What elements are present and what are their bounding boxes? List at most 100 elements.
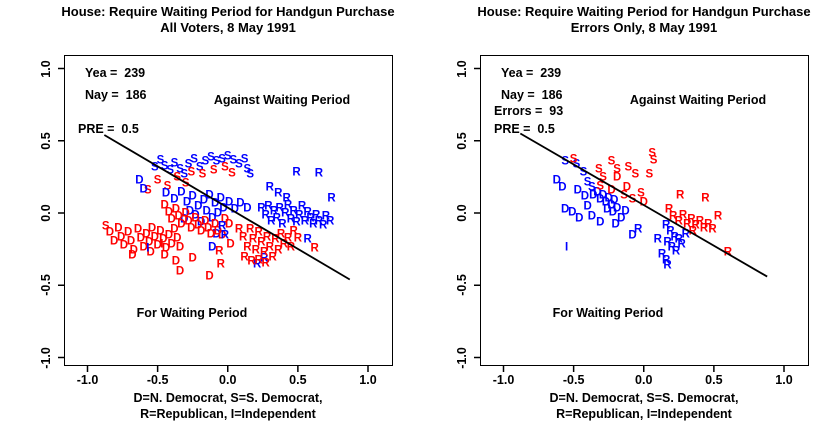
data-point-glyph: R (677, 238, 686, 251)
data-point-glyph: S (209, 164, 218, 177)
against-waiting-period-label: Against Waiting Period (213, 93, 351, 107)
for-waiting-period-label: For Waiting Period (552, 306, 664, 320)
data-point-glyph: S (246, 168, 255, 181)
data-point-glyph: D (236, 197, 245, 210)
y-tick-label: -0.5 (455, 274, 469, 297)
data-point-glyph: R (701, 191, 710, 204)
pre-stat-label: PRE = 0.5 (78, 122, 139, 136)
data-point-glyph: D (188, 252, 197, 265)
y-tick-label: 1.0 (39, 59, 53, 78)
data-point-glyph: S (628, 193, 637, 206)
against-waiting-period-label: Against Waiting Period (629, 93, 767, 107)
data-point-glyph: D (139, 183, 148, 196)
data-point-glyph: R (265, 181, 274, 194)
data-point-glyph: S (198, 168, 207, 181)
x-tick-label: 0.0 (635, 373, 653, 387)
x-tick-label: 0.5 (289, 373, 307, 387)
data-point-glyph: D (587, 210, 596, 223)
y-tick-label: 0.5 (455, 132, 469, 150)
panel-title-line1: House: Require Waiting Period for Handgu… (61, 4, 395, 19)
panel-title-line1: House: Require Waiting Period for Handgu… (477, 4, 811, 19)
data-point-glyph: R (293, 232, 303, 245)
data-point-glyph: D (639, 196, 648, 209)
data-point-glyph: D (617, 212, 626, 225)
x-axis-title-line1: D=N. Democrat, S=S. Democrat, (133, 391, 323, 405)
left-panel-all-voters: House: Require Waiting Period for Handgu… (39, 4, 395, 421)
y-tick-label: 1.0 (455, 59, 469, 78)
yea-count-label: Yea = 239 (85, 66, 146, 80)
data-point-glyph: D (205, 269, 214, 282)
pre-stat-label: PRE = 0.5 (494, 122, 555, 136)
nay-count-label: Nay = 186 (85, 88, 147, 102)
data-point-glyph: D (175, 240, 185, 253)
data-point-glyph: R (292, 165, 301, 178)
for-waiting-period-label: For Waiting Period (136, 306, 248, 320)
data-point-glyph: D (612, 171, 622, 184)
data-point-glyph: S (101, 220, 110, 233)
data-point-glyph: R (282, 191, 291, 204)
data-point-glyph: D (622, 181, 632, 194)
x-tick-label: -0.5 (146, 373, 169, 387)
data-point-glyph: R (713, 210, 723, 223)
data-point-glyph: R (688, 225, 697, 238)
data-point-glyph: D (607, 184, 616, 197)
panel-title-line2: Errors Only, 8 May 1991 (570, 20, 718, 35)
data-point-glyph: R (220, 229, 230, 242)
data-point-glyph: R (676, 188, 685, 201)
data-point-glyph: D (128, 249, 137, 262)
data-point-glyph: R (633, 223, 643, 236)
data-point-glyph: R (325, 214, 335, 227)
data-point-glyph: S (173, 171, 182, 184)
x-axis-title-line2: R=Republican, I=Independent (556, 407, 732, 421)
nay-count-label: Nay = 186 (501, 88, 563, 102)
data-point-glyph: I (160, 238, 164, 251)
errors-count-label: Errors = 93 (494, 104, 564, 118)
right-panel-errors-only: House: Require Waiting Period for Handgu… (416, 0, 832, 432)
data-point-glyph: R (261, 256, 270, 269)
yea-count-label: Yea = 239 (501, 66, 562, 80)
data-point-glyph: D (558, 181, 567, 194)
data-point-glyph: S (187, 165, 196, 178)
data-point-glyph: D (175, 265, 185, 278)
data-point-glyph: S (649, 154, 658, 167)
x-tick-label: 0.0 (219, 373, 237, 387)
x-axis-title-line1: D=N. Democrat, S=S. Democrat, (549, 391, 739, 405)
data-point-glyph: R (663, 259, 672, 272)
y-tick-label: 0.5 (39, 132, 53, 150)
data-point-glyph: D (596, 216, 605, 229)
data-point-glyph: R (310, 242, 319, 255)
data-point-glyph: R (215, 245, 224, 258)
data-point-glyph: D (575, 212, 584, 225)
data-point-glyph: S (153, 174, 162, 187)
x-tick-label: 1.0 (775, 373, 793, 387)
data-point-glyph: S (596, 180, 605, 193)
x-tick-label: -0.5 (562, 373, 585, 387)
data-point-glyph: S (569, 152, 578, 165)
y-tick-label: 0.0 (455, 204, 469, 222)
x-axis-title: D=N. Democrat, S=S. Democrat, R=Republic… (436, 390, 832, 422)
y-tick-label: -1.0 (39, 346, 53, 369)
data-point-glyph: S (631, 168, 640, 181)
data-point-glyph: S (228, 167, 236, 180)
x-tick-label: 1.0 (359, 373, 377, 387)
data-point-glyph: R (653, 233, 662, 246)
x-tick-label: -1.0 (76, 373, 99, 387)
data-point-glyph: I (146, 242, 150, 255)
x-axis-title: D=N. Democrat, S=S. Democrat, R=Republic… (20, 390, 436, 422)
data-point-glyph: D (160, 249, 169, 262)
data-point-glyph: R (216, 258, 225, 271)
data-point-glyph: I (565, 240, 569, 253)
data-point-glyph: R (314, 167, 324, 180)
y-tick-label: 0.0 (39, 204, 53, 222)
y-tick-label: -1.0 (455, 346, 469, 369)
data-point-glyph: S (561, 155, 570, 168)
y-tick-label: -0.5 (39, 274, 53, 297)
data-point-glyph: R (274, 187, 283, 200)
data-point-glyph: S (645, 168, 654, 181)
data-point-glyph: R (723, 246, 733, 259)
data-point-glyph: R (327, 191, 336, 204)
x-tick-label: 0.5 (705, 373, 723, 387)
x-axis-title-line2: R=Republican, I=Independent (140, 407, 316, 421)
panel-title-line2: All Voters, 8 May 1991 (160, 20, 296, 35)
